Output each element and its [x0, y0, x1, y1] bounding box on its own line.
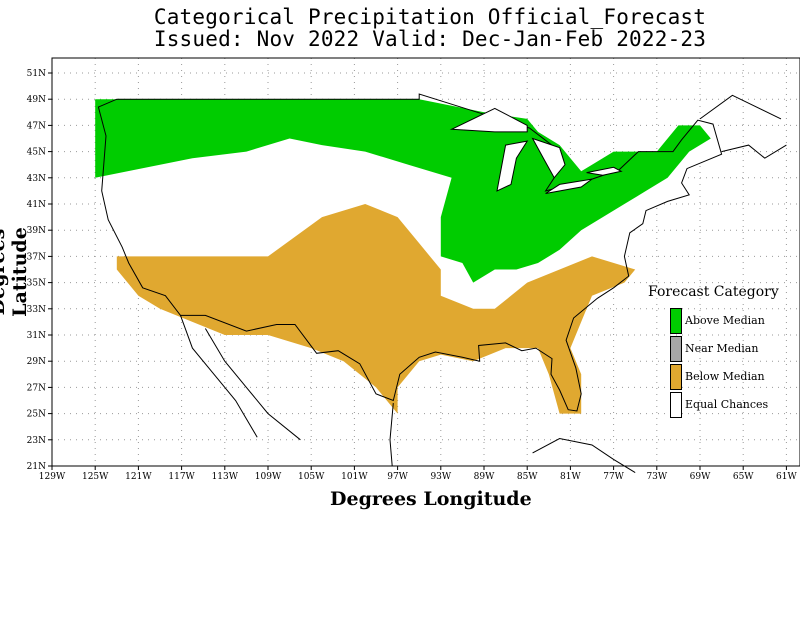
lat-tick-label: 45N [27, 148, 46, 158]
y-axis-label: Degrees Latitude [0, 227, 31, 317]
legend-title: Forecast Category [648, 284, 779, 300]
lon-tick-label: 113W [212, 472, 239, 482]
lat-tick-label: 27N [27, 383, 46, 393]
lat-tick-label: 33N [27, 305, 46, 315]
x-axis-label: Degrees Longitude [330, 488, 532, 510]
canada-coast [699, 94, 782, 120]
lake-outline [531, 137, 566, 179]
lon-tick-label: 77W [603, 472, 624, 482]
legend-label-near: Near Median [685, 342, 759, 355]
lat-tick-label: 47N [27, 121, 46, 131]
axis-ticks: 51N 49N 47N 45N 43N 41N 39N 37N 35N 33N 31N 29N 27N 2… [27, 69, 798, 482]
lat-tick-label: 37N [27, 252, 46, 262]
lon-tick-label: 105W [298, 472, 325, 482]
below-median-region [116, 204, 636, 414]
lon-tick-label: 121W [125, 472, 152, 482]
lat-tick-label: 39N [27, 226, 46, 236]
lon-tick-label: 125W [82, 472, 109, 482]
lon-tick-label: 101W [341, 472, 368, 482]
legend-swatch-near [670, 336, 682, 362]
legend-label-above: Above Median [685, 314, 765, 327]
lon-tick-label: 129W [39, 472, 66, 482]
lon-tick-label: 93W [430, 472, 451, 482]
lon-tick-label: 117W [168, 472, 195, 482]
lat-tick-label: 41N [27, 200, 46, 210]
map-title-line2: Issued: Nov 2022 Valid: Dec-Jan-Feb 2022… [153, 27, 707, 51]
lake-outline [586, 166, 623, 176]
cuba-coast [532, 437, 636, 474]
plot-frame [51, 57, 800, 467]
us-border [97, 93, 723, 412]
forecast-regions [95, 94, 722, 414]
lat-tick-label: 29N [27, 357, 46, 367]
lat-tick-label: 51N [27, 69, 46, 79]
lake-outline [496, 140, 529, 192]
lon-tick-label: 85W [517, 472, 538, 482]
legend-swatch-equal [670, 392, 682, 418]
plot-border [51, 57, 800, 467]
lake-outline [545, 178, 593, 194]
map-title-line1: Categorical Precipitation Official_Forec… [153, 5, 707, 29]
legend-swatch-below [670, 364, 682, 390]
nova-scotia-coast [721, 144, 787, 159]
lat-tick-label: 31N [27, 331, 46, 341]
baja-coast [180, 315, 258, 438]
lon-tick-label: 73W [646, 472, 667, 482]
mexico-west-coast [204, 328, 301, 441]
lon-tick-label: 65W [733, 472, 754, 482]
lat-tick-label: 49N [27, 95, 46, 105]
lake-outline [449, 107, 528, 133]
lon-tick-label: 61W [776, 472, 797, 482]
lon-tick-label: 109W [255, 472, 282, 482]
lon-tick-label: 69W [690, 472, 711, 482]
lat-tick-label: 35N [27, 279, 46, 289]
lat-tick-label: 23N [27, 436, 46, 446]
above-median-region [95, 99, 711, 283]
lon-tick-label: 89W [474, 472, 495, 482]
legend-swatch-above [670, 308, 682, 334]
coastline-outline [97, 93, 787, 474]
lat-tick-label: 43N [27, 174, 46, 184]
lat-tick-label: 25N [27, 410, 46, 420]
legend-label-equal: Equal Chances [685, 398, 769, 411]
lon-tick-label: 97W [387, 472, 408, 482]
lat-tick-label: 21N [27, 462, 46, 472]
legend-label-below: Below Median [685, 370, 765, 383]
lon-tick-label: 81W [560, 472, 581, 482]
mexico-east-coast [389, 403, 394, 467]
